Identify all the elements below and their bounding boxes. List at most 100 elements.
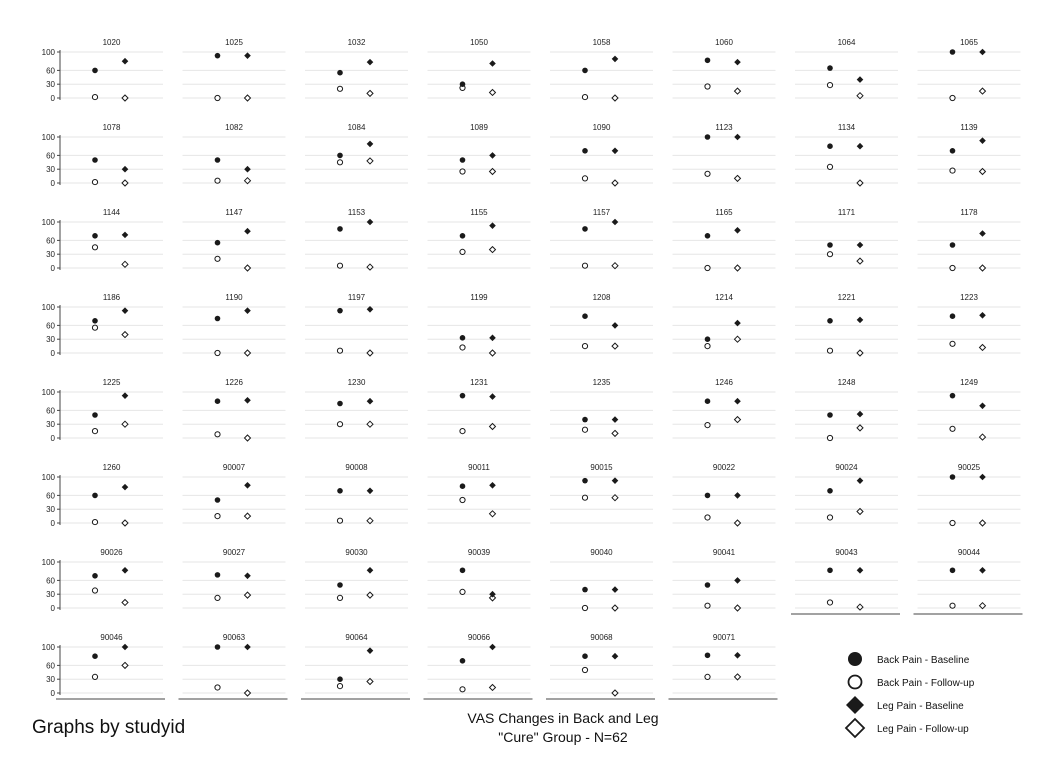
point-back-baseline xyxy=(582,226,588,232)
panel-1084: 1084 xyxy=(305,123,408,184)
point-leg-baseline xyxy=(121,392,129,399)
panel-1186: 1186 100 60 30 0 xyxy=(42,293,163,358)
chart-title: VAS Changes in Back and Leg xyxy=(467,710,658,726)
panel-90063: 90063 xyxy=(178,633,288,700)
point-leg-baseline xyxy=(121,231,129,239)
panel-title: 90044 xyxy=(958,548,981,557)
point-back-baseline xyxy=(214,398,221,405)
panel-title: 1178 xyxy=(960,208,978,217)
point-back-followup xyxy=(336,594,344,601)
point-back-baseline xyxy=(704,336,711,343)
panel-title: 90063 xyxy=(223,633,246,642)
point-leg-followup xyxy=(366,420,374,428)
point-back-baseline xyxy=(949,474,956,480)
point-back-baseline xyxy=(582,653,588,659)
point-leg-followup xyxy=(366,591,374,599)
panel-90022: 90022 xyxy=(672,463,776,527)
point-leg-baseline xyxy=(734,133,741,141)
point-leg-baseline xyxy=(611,586,619,593)
point-back-followup xyxy=(459,496,466,504)
point-leg-baseline xyxy=(856,142,864,150)
legend-label-back-baseline: Back Pain - Baseline xyxy=(877,655,970,666)
panel-title: 1089 xyxy=(470,123,488,132)
point-leg-followup xyxy=(366,677,374,686)
panel-title: 1058 xyxy=(593,38,611,47)
point-leg-baseline xyxy=(611,218,619,226)
point-back-baseline xyxy=(949,148,956,154)
panel-title: 1231 xyxy=(470,378,488,387)
legend-label-leg-baseline: Leg Pain - Baseline xyxy=(877,701,964,712)
point-leg-baseline xyxy=(734,397,741,405)
panel-90025: 90025 xyxy=(917,463,1021,527)
panel-title: 1078 xyxy=(103,123,121,132)
panel-1090: 1090 xyxy=(550,123,653,187)
panel-90030: 90030 xyxy=(305,548,408,609)
point-back-followup xyxy=(336,159,344,166)
y-tick-label: 60 xyxy=(46,406,55,415)
point-back-baseline xyxy=(582,148,588,154)
point-leg-baseline xyxy=(611,416,619,423)
panel-1153: 1153 xyxy=(305,208,408,271)
y-tick-label: 100 xyxy=(42,48,56,57)
panel-90066: 90066 xyxy=(423,633,533,700)
panel-title: 1249 xyxy=(960,378,978,387)
point-back-followup xyxy=(826,163,834,170)
panel-title: 90022 xyxy=(713,463,736,472)
point-leg-followup xyxy=(366,263,374,271)
point-back-followup xyxy=(214,94,221,102)
panel-1147: 1147 xyxy=(182,208,286,272)
point-leg-baseline xyxy=(121,57,129,65)
point-back-baseline xyxy=(827,412,833,418)
point-back-baseline xyxy=(459,658,466,664)
point-leg-baseline xyxy=(611,477,619,484)
point-back-followup xyxy=(949,167,956,174)
panel-title: 1199 xyxy=(470,293,488,302)
panel-1246: 1246 xyxy=(672,378,776,439)
point-leg-followup xyxy=(978,167,987,176)
point-leg-baseline xyxy=(366,218,374,226)
panel-90043: 90043 xyxy=(791,548,900,615)
point-leg-baseline xyxy=(244,572,251,580)
panel-1050: 1050 xyxy=(427,38,531,99)
point-leg-followup xyxy=(121,260,129,269)
point-leg-followup xyxy=(121,598,129,607)
panel-1197: 1197 xyxy=(305,293,408,357)
point-leg-baseline xyxy=(489,152,496,159)
point-back-baseline xyxy=(214,315,221,322)
point-leg-followup xyxy=(488,510,497,518)
point-leg-baseline xyxy=(244,165,251,173)
point-leg-followup xyxy=(611,429,619,438)
point-back-followup xyxy=(336,683,344,690)
point-leg-followup xyxy=(733,415,742,424)
panel-1058: 1058 xyxy=(550,38,653,102)
y-tick-label: 100 xyxy=(42,133,56,142)
point-back-followup xyxy=(214,177,221,184)
point-back-baseline xyxy=(92,67,98,74)
panel-1032: 1032 xyxy=(305,38,408,99)
panel-title: 90066 xyxy=(468,633,491,642)
panel-1230: 1230 xyxy=(305,378,408,439)
panel-90064: 90064 xyxy=(301,633,410,700)
point-leg-followup xyxy=(978,601,987,610)
panel-1208: 1208 xyxy=(550,293,653,354)
point-leg-followup xyxy=(366,349,374,357)
panel-90044: 90044 xyxy=(913,548,1023,615)
legend-label-back-followup: Back Pain - Follow-up xyxy=(877,678,975,689)
point-leg-baseline xyxy=(121,483,129,491)
point-leg-followup xyxy=(488,594,497,602)
point-back-baseline xyxy=(337,307,343,314)
point-leg-followup xyxy=(733,264,742,272)
point-back-baseline xyxy=(704,398,711,405)
panel-title: 1153 xyxy=(348,208,366,217)
point-leg-baseline xyxy=(244,481,251,489)
point-leg-baseline xyxy=(121,643,129,651)
point-back-baseline xyxy=(92,492,98,499)
point-back-followup xyxy=(826,514,834,521)
panel-title: 1084 xyxy=(348,123,366,132)
point-leg-baseline xyxy=(734,319,741,327)
point-leg-followup xyxy=(611,342,619,350)
point-back-baseline xyxy=(459,567,466,574)
point-leg-baseline xyxy=(734,577,741,584)
point-back-baseline xyxy=(827,567,833,574)
